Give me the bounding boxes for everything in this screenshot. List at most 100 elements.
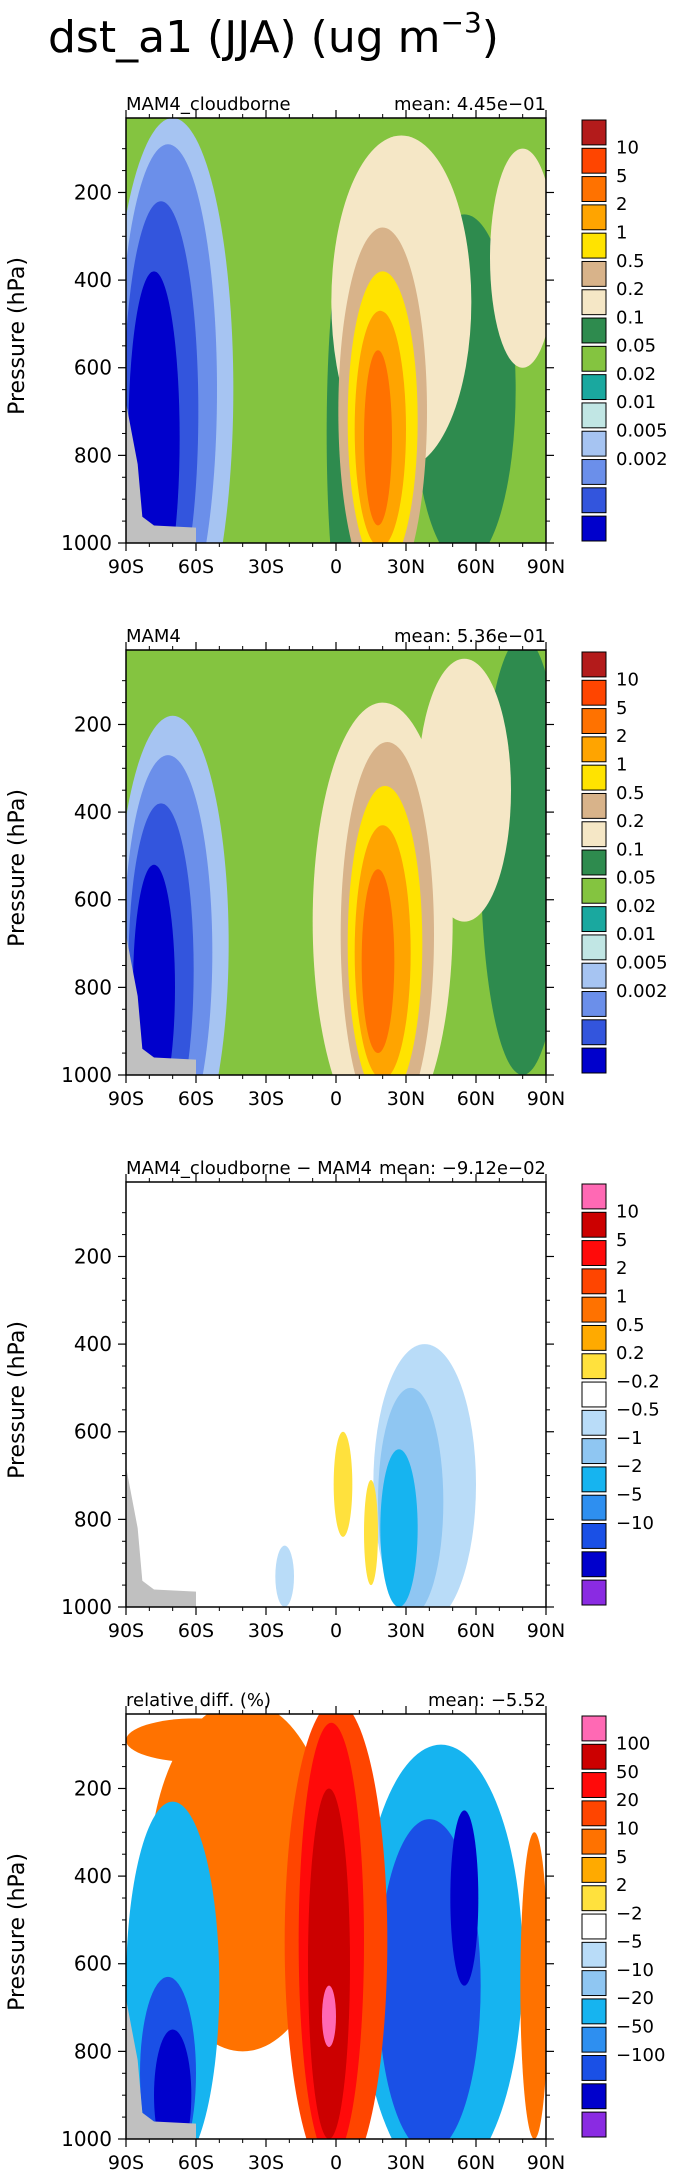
colorbar-box (581, 1240, 607, 1266)
x-tick-label: 60N (457, 1088, 495, 1110)
colorbar-box (581, 1409, 607, 1436)
x-tick-label: 30S (248, 556, 284, 578)
x-tick-label: 90S (108, 1088, 144, 1110)
contour-region-11 (361, 869, 395, 1054)
contour-region-7 (417, 658, 512, 922)
x-tick-label: 60N (457, 2152, 495, 2174)
colorbar-label: 20 (616, 1790, 639, 1811)
panel-3: MAM4_cloudborne − MAM4 mean: −9.12e−02 P… (5, 1158, 660, 1642)
colorbar-label: 10 (616, 138, 639, 159)
colorbar-label: 0.1 (616, 307, 645, 328)
panel-2-field (126, 650, 546, 1075)
colorbar-box (581, 176, 607, 202)
colorbar-label: 5 (616, 1847, 627, 1868)
panel-3-plot-area: 90S 60S 30S 0 30N 60N 90N 200 400 600 800 1000 10 5 2 1… (61, 1174, 660, 1642)
x-tick-label: 30S (248, 1620, 284, 1642)
colorbar-box (581, 1715, 607, 1742)
panel-1-plot-area: 90S 60S 30S 0 30N 60N 90N 200 400 600 800 1000 10 5 2 1… (61, 110, 668, 578)
y-tick-label: 600 (74, 1952, 112, 1976)
colorbar-label: 0.02 (616, 364, 656, 385)
y-tick-label: 400 (74, 1332, 112, 1356)
colorbar-box (581, 877, 607, 904)
colorbar-box (581, 317, 607, 344)
colorbar-box (581, 1268, 607, 1295)
field-background (126, 1182, 546, 1607)
colorbar-label: 10 (616, 1202, 639, 1223)
colorbar-box (581, 345, 607, 372)
colorbar-box (581, 1494, 607, 1521)
panel-2-left-title: MAM4 (126, 626, 181, 647)
x-tick-label: 30S (248, 1088, 284, 1110)
y-tick-label: 800 (74, 443, 112, 467)
colorbar-label: 1 (616, 1286, 627, 1307)
colorbar-label: −5 (616, 1485, 643, 1506)
contour-region-5 (364, 1479, 378, 1586)
colorbar-label: −100 (616, 2045, 665, 2066)
colorbar-box (581, 232, 607, 259)
colorbar-label: 0.2 (616, 811, 645, 832)
x-tick-label: 60S (178, 2152, 214, 2174)
colorbar-box (581, 289, 607, 316)
panel-4-plot-area: 90S 60S 30S 0 30N 60N 90N 200 400 600 800 1000 100 50… (61, 1706, 665, 2174)
figure-title-close: ) (482, 12, 499, 63)
colorbar-box (581, 1466, 607, 1493)
colorbar-box (581, 1381, 607, 1408)
colorbar-box (581, 515, 607, 542)
colorbar-label: 0.01 (616, 392, 656, 413)
x-tick-label: 60S (178, 556, 214, 578)
colorbar-label: −50 (616, 2017, 654, 2038)
y-tick-label: 600 (74, 1420, 112, 1444)
colorbar-box (581, 1998, 607, 2025)
panel-1-field (126, 118, 546, 543)
y-tick-label: 1000 (61, 1063, 112, 1087)
colorbar-box (581, 1800, 607, 1827)
colorbar-label: 0.5 (616, 1315, 645, 1336)
colorbar-box (581, 1941, 607, 1968)
x-tick-label: 90N (527, 2152, 565, 2174)
colorbar-label: 0.2 (616, 1343, 645, 1364)
x-tick-label: 60N (457, 1620, 495, 1642)
colorbar-label: 50 (616, 1762, 639, 1783)
panel-4-field (126, 1714, 546, 2139)
contour-region-10 (308, 1788, 350, 2139)
y-tick-label: 800 (74, 1507, 112, 1531)
colorbar-box (581, 402, 607, 429)
contour-region-12 (520, 1832, 546, 2139)
colorbar-label: 0.5 (616, 783, 645, 804)
y-tick-label: 1000 (61, 531, 112, 555)
panel-4-ylabel: Pressure (hPa) (5, 1853, 30, 2011)
x-tick-label: 30S (248, 2152, 284, 2174)
colorbar-box (581, 2083, 607, 2110)
contour-region-4 (333, 1431, 353, 1537)
panel-1-ylabel: Pressure (hPa) (5, 257, 30, 415)
colorbar-label: −10 (616, 1513, 654, 1534)
colorbar-box (581, 962, 607, 989)
colorbar-box (581, 1828, 607, 1855)
colorbar-box (581, 736, 607, 763)
colorbar-box (581, 764, 607, 791)
colorbar-box (581, 821, 607, 848)
colorbar-label: 5 (616, 1230, 627, 1251)
panel-4-left-title: relative diff. (%) (126, 1690, 271, 1711)
panel-2-ylabel: Pressure (hPa) (5, 789, 30, 947)
colorbar-box (581, 1743, 607, 1770)
colorbar-box (581, 1438, 607, 1465)
colorbar-label: 0.01 (616, 924, 656, 945)
x-tick-label: 30N (387, 1620, 425, 1642)
colorbar-label: −20 (616, 1988, 654, 2009)
colorbar-label: 1 (616, 222, 627, 243)
x-tick-label: 0 (330, 1620, 342, 1642)
colorbar-box (581, 1551, 607, 1578)
colorbar-label: 0.05 (616, 336, 656, 357)
y-tick-label: 400 (74, 268, 112, 292)
colorbar-box (581, 1211, 607, 1238)
panel-2-plot-area: 90S 60S 30S 0 30N 60N 90N 200 400 600 800 1000 10 5 2 1… (61, 642, 668, 1110)
colorbar-label: −0.2 (616, 1371, 660, 1392)
figure-title-exponent: −3 (440, 6, 481, 39)
x-tick-label: 90N (527, 1088, 565, 1110)
contour-region-4 (133, 864, 175, 1075)
colorbar-label: 10 (616, 670, 639, 691)
x-tick-label: 60N (457, 556, 495, 578)
topography-mask (126, 1998, 196, 2139)
colorbar-label: 0.005 (616, 953, 668, 974)
